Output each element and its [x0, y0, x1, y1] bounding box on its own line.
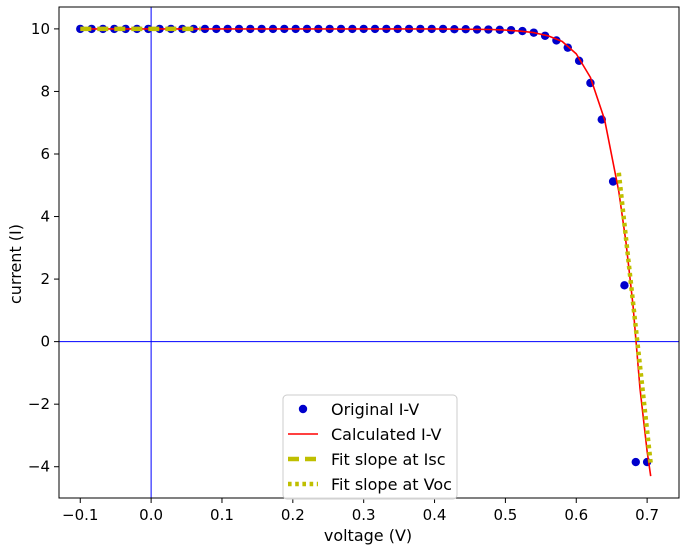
y-tick-label-5: 6 [40, 145, 50, 163]
y-tick-label-6: 8 [40, 82, 50, 100]
x-tick-label-3: 0.2 [281, 506, 305, 524]
legend-box [282, 394, 458, 500]
y-tick-label-7: 10 [31, 20, 50, 38]
series-line-fit-slope-at-voc [616, 172, 653, 464]
y-tick-label-4: 4 [40, 208, 50, 226]
x-axis-label: voltage (V) [324, 526, 412, 545]
plot-area [59, 7, 679, 498]
data-point-original-i-v-49 [631, 457, 640, 467]
y-tick-label-0: −4 [28, 458, 50, 476]
legend-label-fit-slope-at-voc: Fit slope at Voc [331, 475, 452, 494]
y-tick-label-3: 2 [40, 270, 50, 288]
x-tick-label-8: 0.7 [635, 506, 659, 524]
legend-label-fit-slope-at-isc: Fit slope at Isc [331, 450, 446, 469]
legend-label-calculated-i-v: Calculated I-V [331, 425, 442, 444]
y-tick-label-2: 0 [40, 333, 50, 351]
legend: Original I-V Calculated I-V Fit slope at I… [282, 394, 458, 500]
legend-marker-original-i-v [298, 404, 308, 414]
plot-series [59, 7, 679, 498]
x-tick-label-2: 0.1 [210, 506, 234, 524]
y-axis-label: current (I) [6, 224, 25, 304]
x-tick-label-7: 0.6 [564, 506, 588, 524]
x-tick-label-0: −0.1 [62, 506, 98, 524]
ticks: −0.1 0.0 0.1 0.2 0.3 0.4 0.5 0.6 0.7 −4 −2 0 2 4 6 8 10 [28, 20, 659, 524]
y-tick-label-1: −2 [28, 395, 50, 413]
series-line-calculated-i-v [80, 28, 652, 477]
x-tick-label-4: 0.3 [352, 506, 376, 524]
x-tick-label-5: 0.4 [423, 506, 447, 524]
data-point-original-i-v-48 [620, 281, 629, 290]
x-tick-label-1: 0.0 [139, 506, 163, 524]
x-tick-label-6: 0.5 [493, 506, 517, 524]
legend-label-original-i-v: Original I-V [331, 400, 419, 419]
data-point-original-i-v-47 [608, 177, 618, 186]
